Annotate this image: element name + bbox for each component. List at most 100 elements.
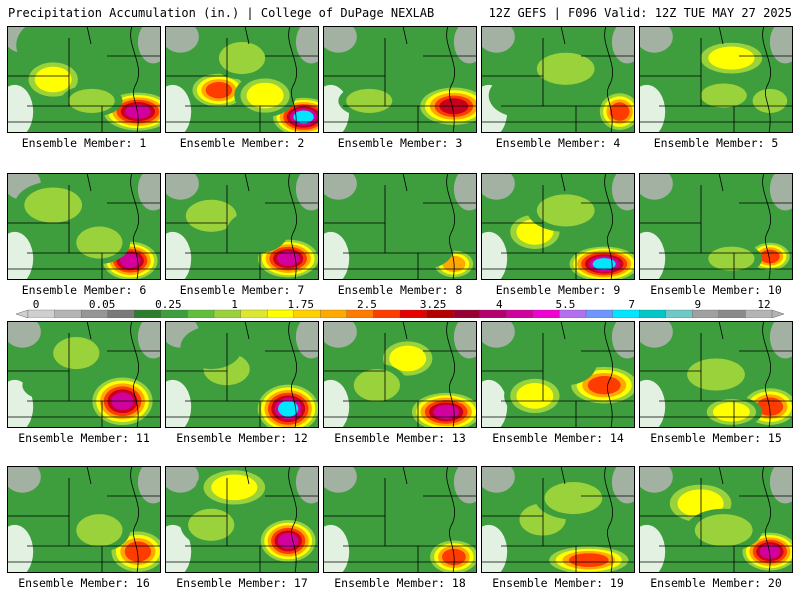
precip-map — [7, 173, 161, 280]
low-precip-area — [453, 466, 477, 504]
colorbar-min-arrow — [15, 309, 29, 319]
precip-contour — [534, 342, 597, 386]
state-boundary — [762, 466, 772, 573]
low-precip-area — [481, 321, 515, 348]
precip-contour — [293, 110, 314, 124]
state-boundary — [718, 173, 724, 192]
low-precip-area — [7, 466, 41, 493]
state-boundary — [718, 466, 724, 485]
state-boundary — [560, 466, 566, 485]
state-boundary — [604, 173, 614, 280]
colorbar-swatch — [718, 309, 746, 319]
precip-map — [323, 173, 477, 280]
low-precip-area — [7, 321, 41, 348]
precip-contour — [389, 345, 427, 372]
colorbar-swatch — [293, 309, 321, 319]
low-precip-area — [639, 321, 673, 348]
precip-map — [639, 466, 793, 573]
low-precip-area — [295, 321, 319, 359]
ensemble-member-map — [165, 26, 319, 133]
colorbar-tick-label: 0.25 — [155, 298, 182, 311]
colorbar-tick-label: 2.5 — [356, 298, 377, 311]
state-boundary — [130, 321, 140, 428]
ensemble-member-map — [481, 26, 635, 133]
colorbar-swatch — [612, 309, 640, 319]
precip-contour — [346, 88, 393, 113]
ensemble-member-label: Ensemble Member: 2 — [179, 136, 305, 150]
low-precip-area — [611, 466, 635, 504]
precip-map — [323, 26, 477, 133]
precip-contour — [700, 83, 747, 108]
low-precip-area — [481, 26, 515, 53]
state-boundary — [226, 76, 261, 133]
colorbar-swatch — [559, 309, 587, 319]
low-precip-area — [137, 26, 161, 64]
state-boundary — [542, 223, 577, 280]
precip-contour — [68, 88, 115, 113]
low-precip-area — [611, 26, 635, 64]
low-precip-area — [481, 173, 515, 200]
colorbar-tick-label: 5.5 — [555, 298, 576, 311]
colorbar-tick-label: 1 — [231, 298, 238, 311]
low-precip-area — [323, 379, 350, 428]
low-precip-area — [7, 524, 34, 573]
low-precip-area — [639, 84, 666, 133]
low-precip-area — [137, 173, 161, 211]
precip-contour — [708, 246, 755, 271]
low-precip-area — [769, 173, 793, 211]
ensemble-member-label: Ensemble Member: 18 — [334, 576, 466, 590]
state-boundary — [288, 466, 298, 573]
precip-contour — [185, 199, 237, 232]
precip-map — [165, 466, 319, 573]
colorbar-tick-label: 12 — [757, 298, 771, 311]
state-boundary — [68, 371, 103, 428]
precip-contour — [353, 49, 416, 89]
colorbar-swatch — [426, 309, 454, 319]
colorbar-swatch — [107, 309, 135, 319]
low-precip-area — [165, 231, 192, 280]
state-boundary — [244, 26, 250, 45]
precip-contour — [276, 251, 300, 266]
ensemble-member-map — [165, 173, 319, 280]
precip-contour — [609, 102, 630, 121]
state-boundary — [402, 321, 408, 340]
state-boundary — [700, 223, 735, 280]
ensemble-member-label: Ensemble Member: 14 — [492, 431, 624, 445]
ensemble-member-map — [481, 321, 635, 428]
low-precip-area — [137, 321, 161, 359]
state-boundary — [402, 26, 408, 45]
colorbar-swatch — [160, 309, 188, 319]
ensemble-member-label: Ensemble Member: 16 — [18, 576, 150, 590]
state-boundary — [68, 223, 103, 280]
colorbar-swatch — [80, 309, 109, 319]
colorbar-swatch — [585, 309, 614, 319]
precip-map — [639, 26, 793, 133]
ensemble-member-label: Ensemble Member: 1 — [21, 136, 147, 150]
precip-contour — [125, 104, 151, 119]
precip-contour — [218, 42, 266, 75]
state-boundary — [542, 516, 577, 573]
ensemble-member-map — [7, 466, 161, 573]
precip-map — [323, 321, 477, 428]
ensemble-member-map — [7, 173, 161, 280]
state-boundary — [244, 173, 250, 192]
ensemble-member-map — [165, 466, 319, 573]
colorbar-swatch — [638, 309, 667, 319]
state-boundary — [718, 321, 724, 340]
precip-contour — [759, 544, 781, 559]
colorbar-swatch — [373, 309, 401, 319]
precip-contour — [278, 400, 299, 417]
state-boundary — [68, 516, 103, 573]
colorbar-max-arrow — [771, 309, 785, 319]
precip-contour — [119, 253, 141, 268]
precip-map — [165, 173, 319, 280]
ensemble-member-map — [323, 26, 477, 133]
precip-map — [481, 26, 635, 133]
ensemble-member-label: Ensemble Member: 6 — [21, 283, 147, 297]
low-precip-area — [323, 466, 357, 493]
state-boundary — [226, 371, 261, 428]
state-boundary — [446, 466, 456, 573]
colorbar-swatch — [532, 309, 560, 319]
low-precip-area — [323, 231, 350, 280]
ensemble-member-map — [7, 321, 161, 428]
